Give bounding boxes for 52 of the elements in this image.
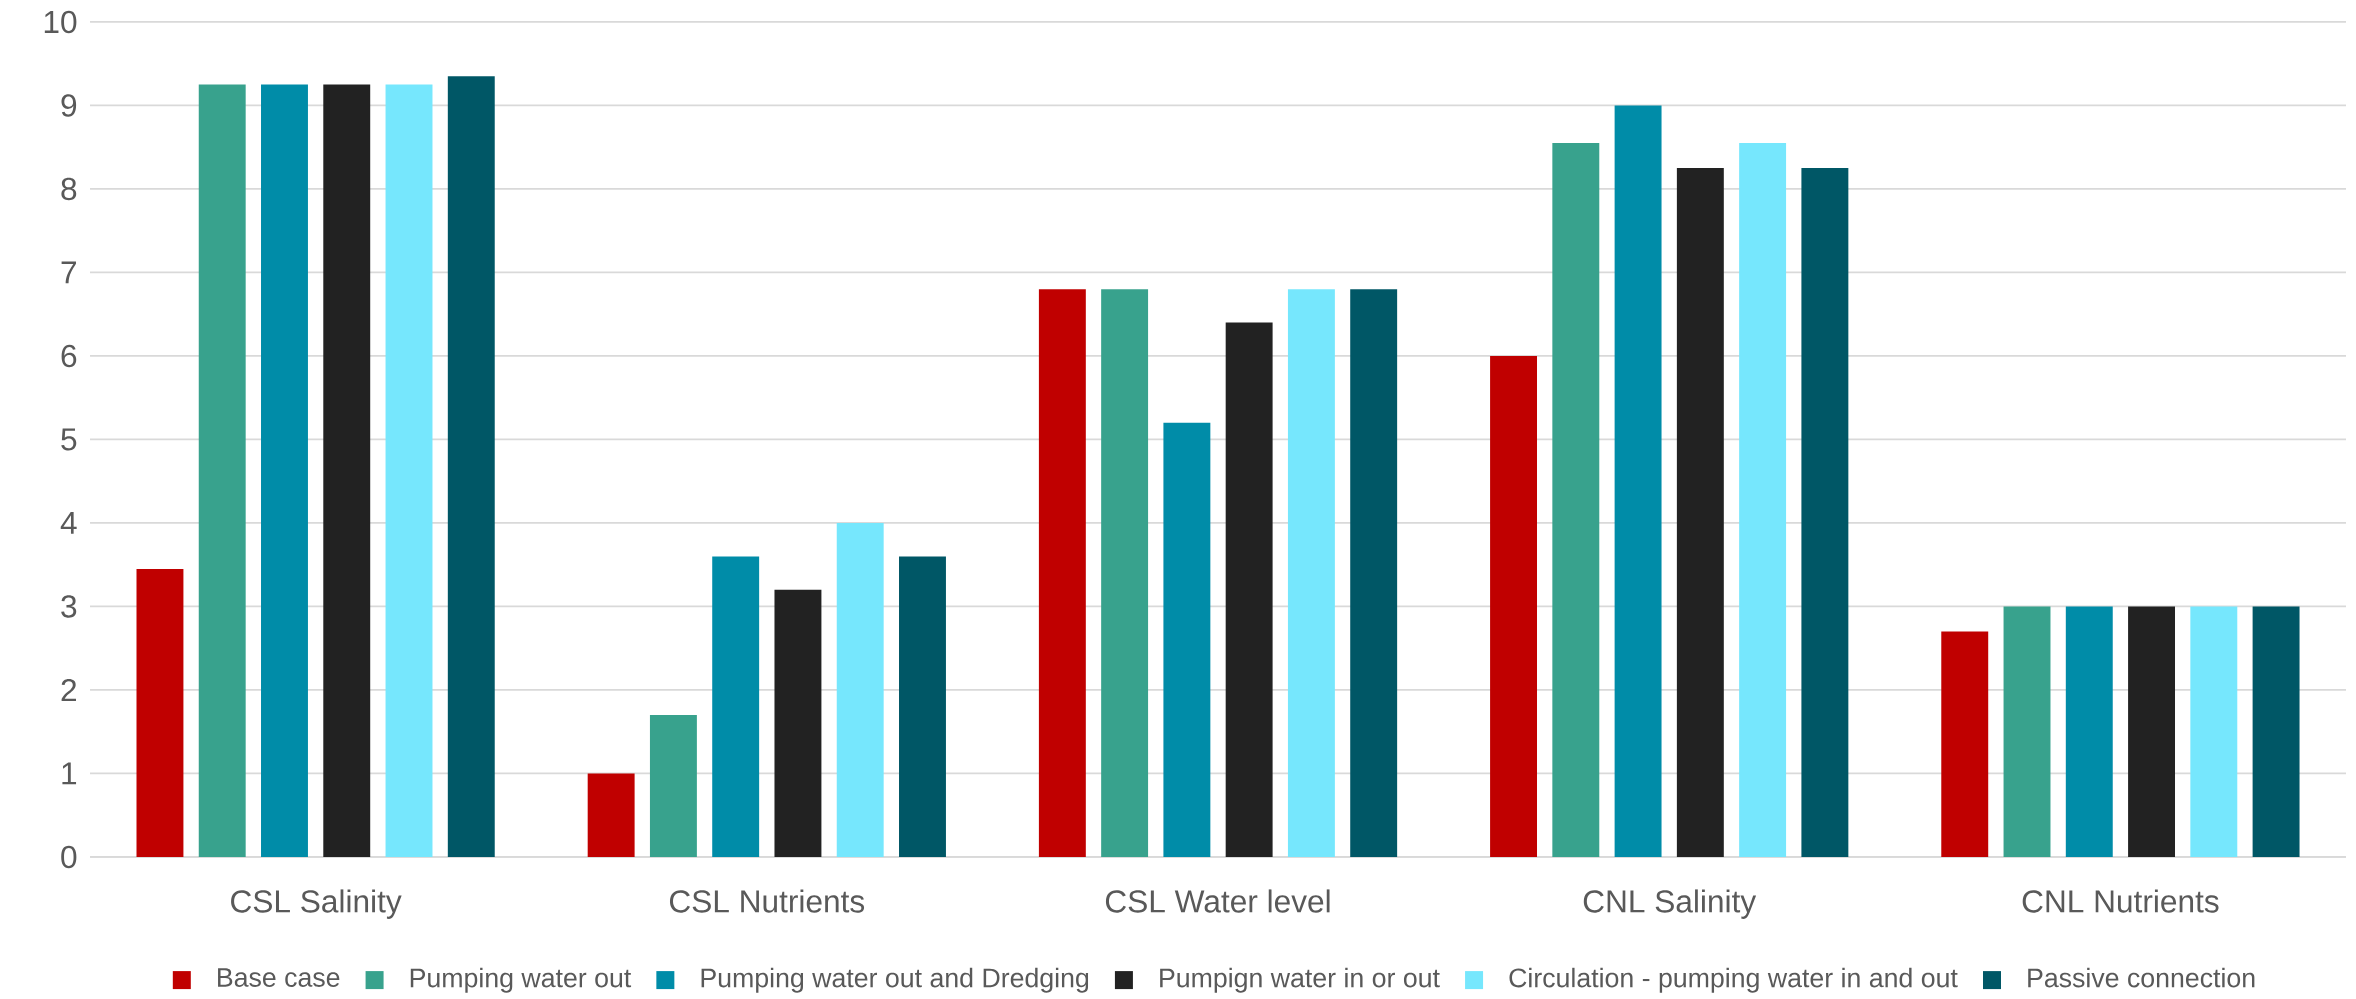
bar (323, 84, 371, 857)
bar (1552, 143, 1600, 857)
bar (712, 556, 760, 857)
bar (1038, 289, 1086, 857)
x-tick-label: CNL Salinity (1583, 889, 1757, 919)
bar (1350, 289, 1398, 857)
bar (1739, 143, 1787, 857)
y-tick-label: 2 (61, 678, 76, 702)
bar (649, 715, 697, 857)
y-tick-label: 7 (61, 261, 76, 284)
bar (1101, 289, 1149, 857)
x-tick-label: CNL Nutrients (2022, 889, 2219, 913)
bar (836, 522, 884, 857)
y-tick-label: 6 (61, 344, 77, 368)
bar (2003, 606, 2051, 857)
bar (198, 84, 246, 857)
x-tick-label: CSL Nutrients (669, 889, 865, 913)
bar (774, 589, 822, 857)
x-tick-label: CSL Salinity (231, 889, 402, 919)
bar (587, 773, 635, 857)
legend-label: Base case (218, 968, 340, 987)
y-tick-label: 1 (62, 762, 77, 785)
bar (899, 556, 946, 857)
bar (2190, 606, 2238, 857)
y-tick-label: 5 (61, 428, 77, 451)
bar (2128, 606, 2176, 857)
bar (1801, 168, 1849, 857)
bar (1163, 422, 1211, 857)
y-tick-label: 3 (61, 595, 77, 618)
bar (1490, 355, 1538, 857)
bar (2252, 606, 2300, 857)
bar (261, 84, 308, 857)
bar (1941, 631, 1989, 857)
legend-label: Circulation - pumping water in and out (1509, 967, 1958, 993)
y-tick-label: 4 (60, 512, 77, 534)
legend-label: Passive connection (2028, 967, 2255, 988)
bar (1614, 105, 1662, 857)
y-tick-label: 0 (61, 845, 77, 869)
bar (1225, 322, 1273, 857)
bar (1676, 168, 1724, 857)
bar (447, 76, 495, 857)
y-tick-label: 10 (44, 10, 77, 34)
bar (2065, 606, 2113, 857)
x-tick-label: CSL Water level (1105, 889, 1330, 913)
bar (136, 568, 184, 857)
y-tick-label: 8 (61, 177, 77, 201)
legend-label: Pumping water out (410, 967, 632, 993)
legend-label: Pumping water out and Dredging (701, 967, 1089, 993)
legend-label: Pumpign water in or out (1160, 967, 1440, 993)
bar (1287, 289, 1335, 857)
y-tick-label: 9 (61, 94, 77, 117)
bar (385, 84, 433, 857)
